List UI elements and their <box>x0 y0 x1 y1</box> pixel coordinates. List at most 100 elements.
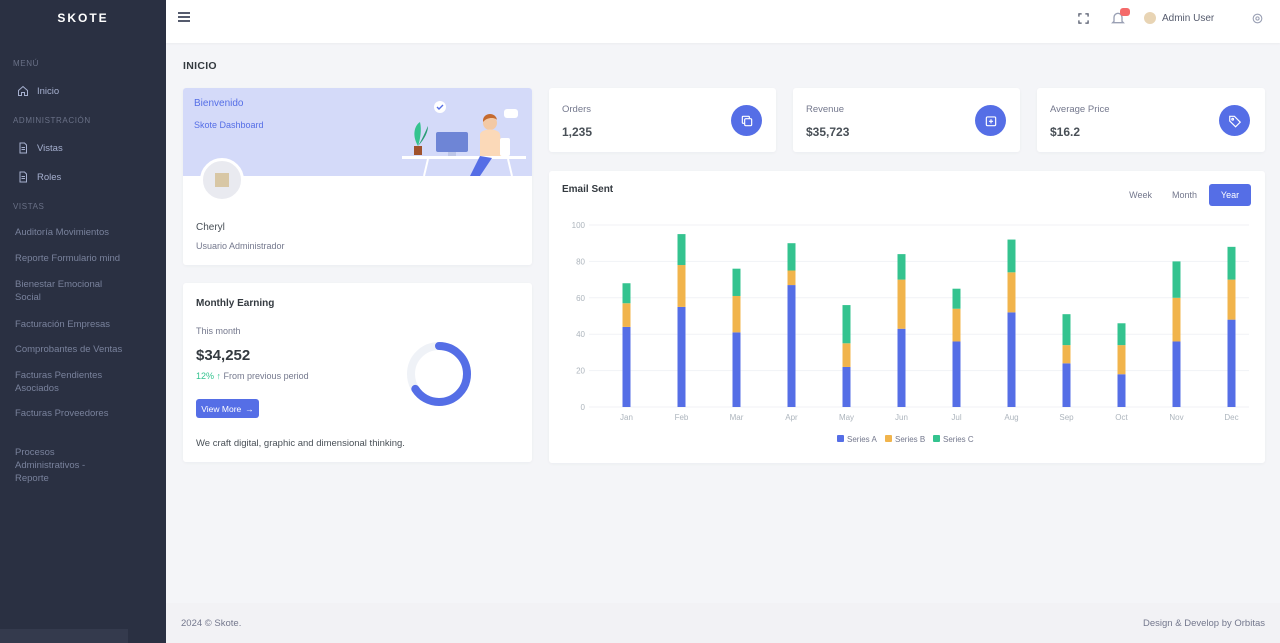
sidebar-link-4[interactable]: Facturación Empresas <box>15 319 111 330</box>
bar-segment-series-a <box>787 285 796 407</box>
x-tick-label: Mar <box>730 413 744 422</box>
bar-segment-series-a <box>622 326 631 407</box>
bar-segment-series-b <box>677 265 686 307</box>
tab-year[interactable]: Year <box>1209 184 1251 206</box>
sidebar-link-5[interactable]: Comprobantes de Ventas <box>15 344 123 355</box>
tab-week[interactable]: Week <box>1129 190 1152 200</box>
menu-toggle-button[interactable] <box>178 12 190 22</box>
gear-icon[interactable] <box>1251 12 1264 25</box>
stat-label: Orders <box>562 104 592 115</box>
sidebar-link-1[interactable]: Auditoría Movimientos <box>15 227 109 238</box>
y-tick-label: 100 <box>572 221 586 230</box>
welcome-subtitle: Skote Dashboard <box>194 120 264 130</box>
legend-label: Series C <box>943 435 974 444</box>
y-tick-label: 80 <box>576 257 585 266</box>
stat-value: $35,723 <box>806 125 850 139</box>
bar-segment-series-c <box>1007 239 1016 273</box>
home-icon <box>18 85 28 96</box>
x-tick-label: Oct <box>1115 413 1128 422</box>
sidebar: SKOTE MENÚ Inicio ADMINISTRACIÓN Vistas … <box>0 0 166 643</box>
email-sent-chart-card: Email Sent Week Month Year 0 20 40 60 80 100 J… <box>549 171 1265 463</box>
earnings-value: $34,252 <box>196 347 251 364</box>
bar-segment-series-b <box>1062 345 1071 364</box>
y-tick-label: 0 <box>581 403 586 412</box>
earnings-card: Monthly Earning This month $34,252 12% ↑… <box>183 283 532 462</box>
avatar <box>1144 12 1156 24</box>
hamburger-line <box>178 16 190 18</box>
bar-segment-series-c <box>842 305 851 344</box>
document-icon <box>19 142 27 154</box>
sidebar-link-7[interactable]: Facturas Proveedores <box>15 408 109 419</box>
hamburger-line <box>178 20 190 22</box>
bar-segment-series-a <box>952 341 961 407</box>
hamburger-icon <box>178 12 190 14</box>
x-tick-label: Apr <box>785 413 798 422</box>
y-tick-label: 40 <box>576 330 585 339</box>
tab-month[interactable]: Month <box>1171 190 1197 200</box>
bar-segment-series-b <box>1227 279 1236 320</box>
earnings-footnote: We craft digital, graphic and dimensiona… <box>196 438 405 449</box>
bar-segment-series-b <box>1172 297 1181 342</box>
sidebar-item-inicio[interactable]: Inicio <box>0 85 76 97</box>
profile-avatar <box>200 158 244 202</box>
footer-credit: Design & Develop by Orbitas <box>1143 617 1265 629</box>
legend-swatch <box>885 435 892 442</box>
earnings-title: Monthly Earning <box>196 298 275 309</box>
bar-segment-series-c <box>952 288 961 309</box>
trend-up-icon: ↑ <box>216 371 222 381</box>
bar-segment-series-c <box>1227 246 1236 280</box>
view-more-label: View More <box>201 403 242 414</box>
footer: 2024 © Skote. Design & Develop by Orbita… <box>166 603 1280 643</box>
trend-percent: 12% <box>196 371 215 381</box>
bar-segment-series-c <box>732 268 741 296</box>
sidebar-link-3[interactable]: Bienestar Emocional Social <box>15 279 103 303</box>
bar-segment-series-a <box>1007 312 1016 407</box>
sidebar-link-8[interactable]: Procesos Administrativos - Reporte <box>15 447 86 484</box>
bar-segment-series-a <box>1227 319 1236 407</box>
sidebar-item-vistas[interactable]: Vistas <box>0 142 80 154</box>
notifications-button[interactable] <box>1110 8 1130 26</box>
sidebar-scrollbar[interactable] <box>0 629 128 643</box>
bar-segment-series-b <box>897 279 906 329</box>
document-icon <box>19 171 27 183</box>
bar-segment-series-a <box>842 366 851 407</box>
sidebar-link-6[interactable]: Facturas Pendientes Asociados <box>15 370 103 394</box>
bar-segment-series-c <box>897 254 906 280</box>
chart-title: Email Sent <box>562 184 614 195</box>
bar-segment-series-b <box>622 303 631 327</box>
bar-segment-series-c <box>1172 261 1181 298</box>
bar-segment-series-c <box>677 234 686 266</box>
view-more-button[interactable]: View More → <box>196 399 259 418</box>
fullscreen-icon[interactable] <box>1078 13 1089 24</box>
bar-segment-series-c <box>622 283 631 304</box>
legend-swatch <box>933 435 940 442</box>
app-logo[interactable]: SKOTE <box>57 11 109 25</box>
stat-card-average-price: Average Price $16.2 <box>1037 88 1265 152</box>
bar-segment-series-c <box>1117 323 1126 346</box>
bar-segment-series-b <box>1117 345 1126 375</box>
sidebar-item-roles[interactable]: Roles <box>0 171 78 183</box>
x-tick-label: Jun <box>895 413 908 422</box>
avatar-image <box>215 173 229 187</box>
bar-segment-series-a <box>897 328 906 407</box>
trend-label: From previous period <box>223 371 309 381</box>
bar-segment-series-b <box>732 295 741 333</box>
x-tick-label: Jan <box>620 413 633 422</box>
user-menu[interactable]: Admin User <box>1144 12 1214 24</box>
bar-segment-series-a <box>1062 363 1071 407</box>
bar-segment-series-b <box>842 343 851 367</box>
stat-value: $16.2 <box>1050 125 1081 139</box>
earnings-radial-chart <box>407 342 471 406</box>
stat-label: Revenue <box>806 104 845 115</box>
bar-segment-series-c <box>1062 314 1071 346</box>
bar-segment-series-a <box>677 306 686 407</box>
sidebar-item-label: Roles <box>37 171 62 183</box>
bar-segment-series-b <box>1007 272 1016 313</box>
welcome-banner: Bienvenido Skote Dashboard <box>183 88 532 176</box>
notification-badge <box>1120 8 1130 16</box>
arrow-right-icon: → <box>245 403 254 414</box>
stat-card-orders: Orders 1,235 <box>549 88 776 152</box>
stat-value: 1,235 <box>562 125 593 139</box>
sidebar-item-label: Vistas <box>37 142 63 154</box>
sidebar-link-2[interactable]: Reporte Formulario mind <box>15 253 121 264</box>
